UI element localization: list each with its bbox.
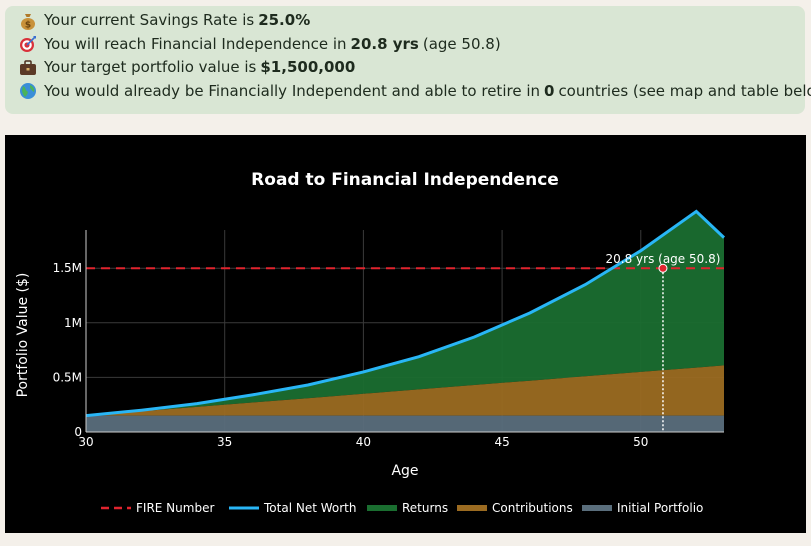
y-axis-title: Portfolio Value ($) xyxy=(15,273,31,398)
legend-label: Returns xyxy=(402,501,448,515)
legend-swatch xyxy=(582,505,612,511)
x-axis-title: Age xyxy=(391,463,418,479)
fi-chart: Road to Financial Independence 30 35 40 45 5… xyxy=(5,135,806,533)
legend-initial-portfolio: Initial Portfolio xyxy=(582,501,703,515)
chart-svg: Road to Financial Independence 30 35 40 45 5… xyxy=(15,170,726,515)
briefcase-icon xyxy=(19,59,37,77)
summary-panel: $ Your current Savings Rate is 25.0% You… xyxy=(5,6,811,114)
x-tick-label: 30 xyxy=(78,435,93,449)
savings-rate-prefix: Your current Savings Rate is xyxy=(44,11,255,29)
x-tick-label: 50 xyxy=(633,435,648,449)
chart-title: Road to Financial Independence xyxy=(251,170,559,190)
target-icon xyxy=(19,35,37,53)
target-portfolio-value: $1,500,000 xyxy=(260,58,356,76)
contributions-area xyxy=(86,365,724,416)
y-tick-label: 0.5M xyxy=(53,370,82,384)
legend-swatch xyxy=(367,505,397,511)
legend-returns: Returns xyxy=(367,501,448,515)
total-net-worth-line xyxy=(85,209,726,418)
fi-time-value: 20.8 yrs xyxy=(350,34,419,53)
legend-fire-number: FIRE Number xyxy=(101,501,214,515)
y-tick-label: 1M xyxy=(64,316,82,330)
y-tick-label: 1.5M xyxy=(53,261,82,275)
savings-rate-line: $ Your current Savings Rate is 25.0% xyxy=(19,9,805,33)
countries-value: 0 xyxy=(544,81,555,100)
initial-portfolio-area xyxy=(86,415,724,432)
legend-label: Total Net Worth xyxy=(263,501,356,515)
legend-total-net-worth: Total Net Worth xyxy=(229,501,356,515)
svg-text:$: $ xyxy=(25,20,31,30)
fi-time-prefix: You will reach Financial Independence in xyxy=(44,34,347,53)
annotation-marker xyxy=(658,263,668,273)
target-portfolio-line: Your target portfolio value is $1,500,00… xyxy=(19,56,805,80)
x-tick-label: 35 xyxy=(217,435,232,449)
x-tick-label: 40 xyxy=(356,435,371,449)
y-tick-label: 0 xyxy=(74,425,82,439)
countries-suffix: countries (see map and table below) xyxy=(558,81,811,100)
money-bag-icon: $ xyxy=(19,12,37,30)
legend-swatch xyxy=(457,505,487,511)
legend-label: Initial Portfolio xyxy=(617,501,703,515)
countries-prefix: You would already be Financially Indepen… xyxy=(44,81,540,100)
fi-time-line: You will reach Financial Independence in… xyxy=(19,33,805,57)
x-tick-label: 45 xyxy=(494,435,509,449)
fi-age-text: (age 50.8) xyxy=(422,34,501,53)
globe-icon xyxy=(19,82,37,100)
legend: FIRE Number Total Net Worth Returns Contrib… xyxy=(101,501,703,515)
legend-contributions: Contributions xyxy=(457,501,573,515)
annotation-label: 20.8 yrs (age 50.8) xyxy=(606,252,721,266)
returns-area xyxy=(86,211,724,416)
legend-label: Contributions xyxy=(492,501,573,515)
savings-rate-value: 25.0% xyxy=(258,11,311,29)
countries-line: You would already be Financially Indepen… xyxy=(19,80,811,104)
legend-label: FIRE Number xyxy=(136,501,214,515)
target-portfolio-prefix: Your target portfolio value is xyxy=(44,58,257,76)
